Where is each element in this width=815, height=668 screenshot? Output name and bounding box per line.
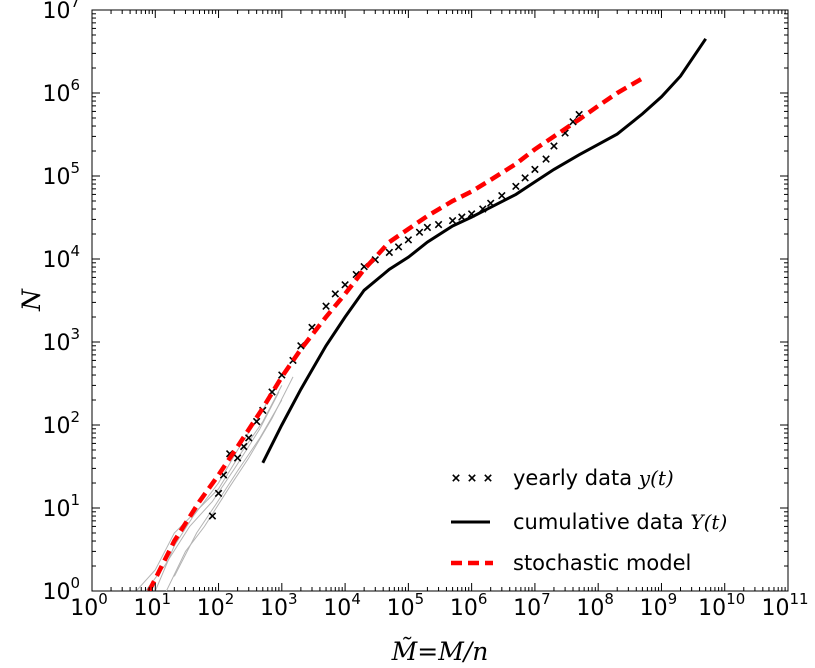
stochastic-model-line — [147, 76, 644, 591]
sample-trajectory-line — [173, 399, 283, 577]
plot-frame — [91, 9, 789, 592]
y-tick-label: 106 — [42, 76, 80, 107]
y-tick-label: 103 — [42, 325, 80, 356]
x-tick-label: 101 — [133, 590, 171, 621]
x-tick-label: 108 — [576, 590, 614, 621]
yearly-data-point — [404, 236, 413, 244]
yearly-data-point — [415, 228, 424, 237]
legend-label: yearly data y(t) — [513, 466, 674, 490]
x-tick-label: 1010 — [698, 590, 745, 621]
legend-entry: yearly data y(t) — [452, 466, 674, 490]
cumulative-data-line — [261, 37, 707, 464]
yearly-data-point — [208, 512, 217, 520]
y-tick-label: 107 — [42, 0, 80, 24]
yearly-data-point — [498, 191, 506, 200]
x-axis-label: M̃=M/n — [391, 637, 489, 666]
tick-layer: 100 101 102 103 104 105 106 107 108 109 1010 1011 10… — [42, 0, 808, 621]
yearly-data-point — [434, 220, 443, 229]
yearly-data-point — [244, 434, 253, 442]
x-tick-label: 106 — [450, 590, 488, 621]
yearly-data-point — [252, 417, 261, 426]
series-layer — [135, 37, 707, 591]
yearly-data-point — [448, 216, 457, 225]
x-tick-label: 105 — [387, 590, 425, 621]
y-tick-label: 101 — [42, 491, 80, 522]
yearly-data-point — [322, 302, 330, 310]
x-tick-label: 102 — [197, 590, 235, 621]
yearly-data-point — [214, 489, 223, 498]
x-tick-label: 100 — [70, 590, 108, 621]
sample-trajectory-line — [165, 376, 294, 591]
y-tick-label: 100 — [42, 574, 80, 605]
yearly-data-point — [233, 454, 242, 462]
legend: yearly data y(t) cumulative data Y(t) stoc… — [451, 466, 727, 575]
x-tick-label: 107 — [513, 590, 551, 621]
yearly-data-point — [394, 243, 403, 251]
yearly-data-point — [521, 174, 529, 182]
legend-entry: cumulative data Y(t) — [451, 510, 727, 534]
yearly-data-point — [550, 142, 558, 150]
yearly-data-point — [542, 155, 550, 163]
sample-trajectory-line — [145, 391, 280, 591]
legend-marker-crosses — [484, 474, 492, 482]
legend-entry: stochastic model — [451, 551, 691, 575]
x-tick-label: 109 — [640, 590, 678, 621]
legend-label: stochastic model — [513, 551, 691, 575]
y-tick-label: 104 — [42, 242, 80, 273]
yearly-data-point — [341, 280, 349, 289]
yearly-data-point — [331, 290, 340, 298]
yearly-data-point — [531, 165, 539, 174]
sample-trajectory-line — [135, 385, 283, 591]
x-tick-label: 103 — [260, 590, 298, 621]
yearly-data-points — [208, 110, 583, 520]
y-axis-label: N — [17, 288, 46, 312]
y-tick-label: 102 — [42, 408, 80, 439]
yearly-data-point — [385, 248, 394, 257]
x-tick-label: 1011 — [761, 590, 808, 621]
legend-label: cumulative data Y(t) — [513, 510, 727, 534]
legend-marker-crosses — [452, 474, 460, 482]
y-tick-label: 105 — [42, 159, 80, 190]
yearly-data-point — [423, 223, 432, 232]
legend-marker-crosses — [468, 474, 476, 482]
yearly-data-point — [512, 182, 520, 191]
x-tick-label: 104 — [323, 590, 361, 621]
